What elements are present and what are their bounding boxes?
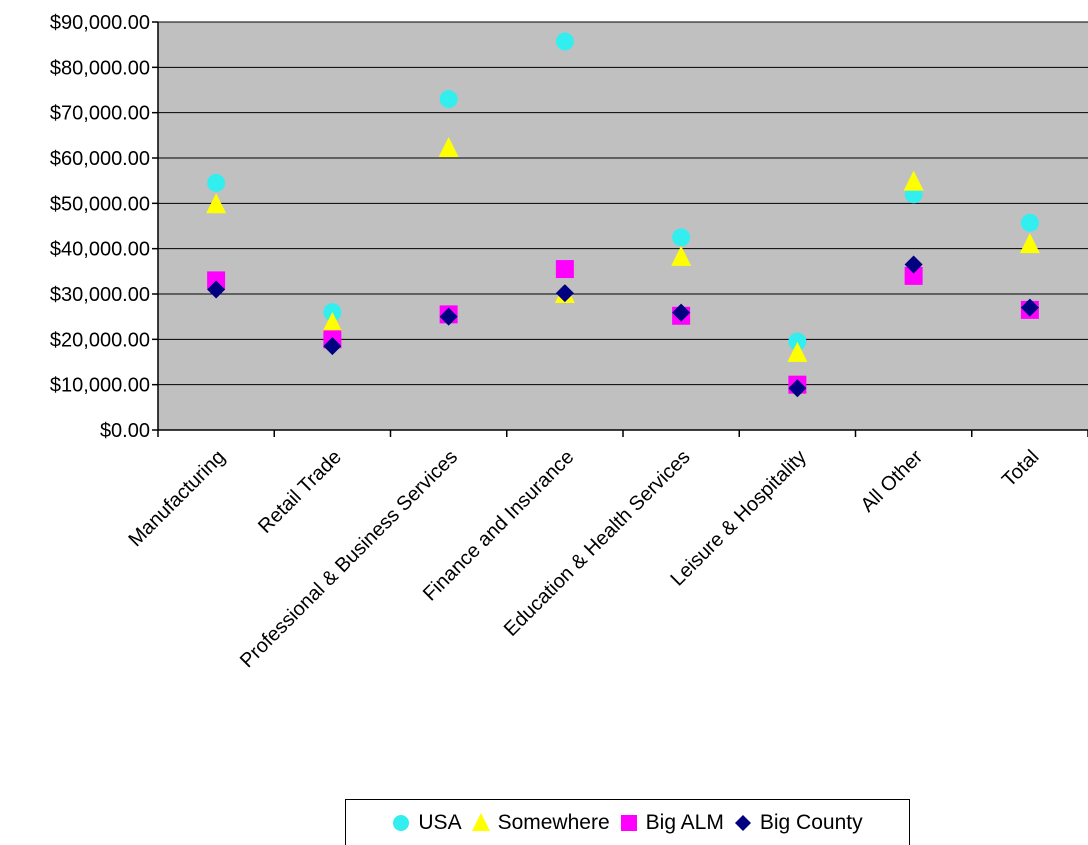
big-county-point <box>207 280 226 299</box>
big-county-point <box>1020 298 1039 317</box>
somewhere-point <box>1019 233 1040 254</box>
data-markers <box>206 32 1040 398</box>
usa-point <box>672 228 691 247</box>
plot-background <box>158 22 1088 430</box>
x-category-label: Total <box>998 446 1043 491</box>
y-tick-label: $10,000.00 <box>50 375 150 397</box>
legend-item-big-county: Big County <box>732 811 863 835</box>
legend-marker <box>620 814 637 831</box>
somewhere-point <box>903 170 924 191</box>
y-tick-label: $60,000.00 <box>50 148 150 170</box>
usa-point <box>555 32 574 51</box>
legend-label: Big ALM <box>645 810 724 834</box>
y-tick-label: $30,000.00 <box>50 284 150 306</box>
usa-point <box>1020 213 1039 232</box>
plot-area <box>158 21 1088 430</box>
legend-label: Big County <box>759 810 863 834</box>
y-tick-label: $70,000.00 <box>50 103 150 125</box>
somewhere-point <box>206 193 227 214</box>
big-county-point <box>788 379 807 398</box>
y-tick-label: $90,000.00 <box>50 12 150 34</box>
legend-item-big-alm: Big ALM <box>618 811 724 835</box>
legend-marker <box>393 814 410 831</box>
usa-point <box>439 90 458 109</box>
legend-diamond-icon <box>734 814 751 831</box>
legend-item-usa: USA <box>390 810 462 835</box>
somewhere-point <box>671 245 692 266</box>
x-category-label: Education & Health Services <box>500 446 695 641</box>
big-alm-point <box>555 260 574 279</box>
y-tick-label: $80,000.00 <box>50 57 150 79</box>
x-category-label: Professional & Business Services <box>236 446 462 672</box>
big-county-point <box>904 255 923 274</box>
big-alm-point <box>207 271 226 290</box>
big-county-point <box>672 303 691 322</box>
somewhere-point <box>438 137 459 158</box>
usa-point <box>207 173 226 192</box>
somewhere-point <box>787 341 808 362</box>
x-category-label: Manufacturing <box>124 446 229 551</box>
legend-triangle-icon <box>471 812 490 831</box>
x-category-label: All Other <box>857 446 928 517</box>
legend-marker <box>471 812 490 831</box>
y-tick-label: $0.00 <box>100 420 150 442</box>
big-county-point <box>439 307 458 326</box>
legend-circle-icon <box>393 814 410 831</box>
legend-item-somewhere: Somewhere <box>470 811 610 835</box>
legend-label: USA <box>418 810 462 834</box>
big-alm-point <box>904 266 923 285</box>
legend-square-icon <box>620 814 637 831</box>
chart-legend: USA Somewhere Big ALM Big County <box>345 799 910 845</box>
y-tick-label: $40,000.00 <box>50 239 150 261</box>
legend-label: Somewhere <box>497 810 610 834</box>
y-axis: $0.00 $10,000.00 $20,000.00 $30,000.00 $40,0… <box>50 12 159 442</box>
somewhere-point <box>322 312 343 333</box>
big-county-point <box>555 284 574 303</box>
legend-marker <box>734 814 751 831</box>
y-tick-label: $50,000.00 <box>50 193 150 215</box>
big-county-point <box>323 337 342 356</box>
y-tick-label: $20,000.00 <box>50 329 150 351</box>
usa-point <box>788 332 807 351</box>
scatter-chart: $0.00 $10,000.00 $20,000.00 $30,000.00 $40,0… <box>50 12 1088 672</box>
x-category-label: Retail Trade <box>254 446 346 538</box>
